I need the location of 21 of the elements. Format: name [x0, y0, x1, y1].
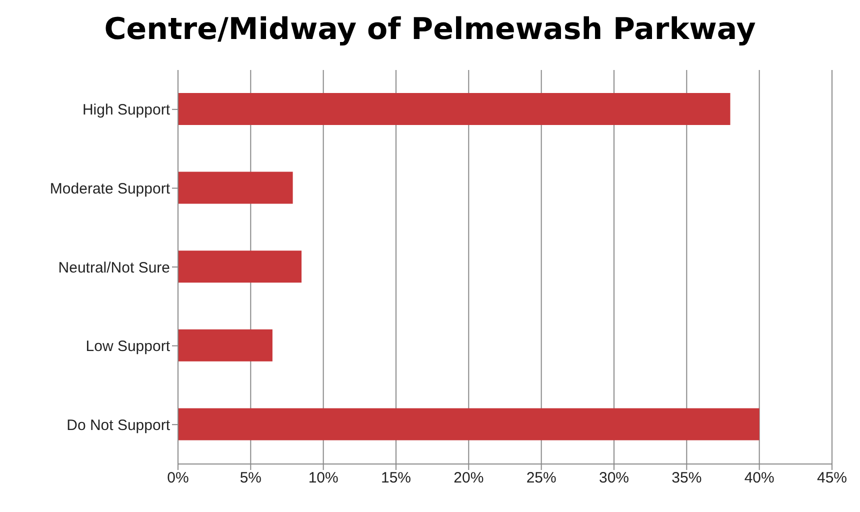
- x-tick-label: 15%: [380, 470, 412, 487]
- x-tick-label: 30%: [598, 470, 630, 487]
- x-tick-label: 5%: [240, 470, 262, 487]
- x-tick-label: 40%: [744, 470, 774, 487]
- x-tick-label: 25%: [526, 470, 556, 487]
- x-tick-label: 10%: [308, 470, 338, 487]
- bar: [178, 329, 272, 362]
- bar: [178, 250, 302, 283]
- bar: [178, 172, 293, 204]
- y-tick-label: High Support: [82, 102, 171, 119]
- x-tick-label: 35%: [672, 470, 702, 487]
- y-tick-label: Do Not Support: [66, 416, 171, 434]
- bar: [178, 93, 730, 125]
- y-tick-label: Neutral/Not Sure: [58, 259, 170, 276]
- x-tick-label: 0%: [167, 470, 189, 487]
- y-tick-label: Moderate Support: [50, 180, 171, 198]
- chart-title: Centre/Midway of Pelmewash Parkway: [103, 11, 757, 49]
- x-tick-label: 45%: [816, 470, 848, 487]
- x-tick-label: 20%: [454, 470, 484, 487]
- y-tick-label: Low Support: [86, 338, 171, 356]
- bar: [178, 408, 760, 440]
